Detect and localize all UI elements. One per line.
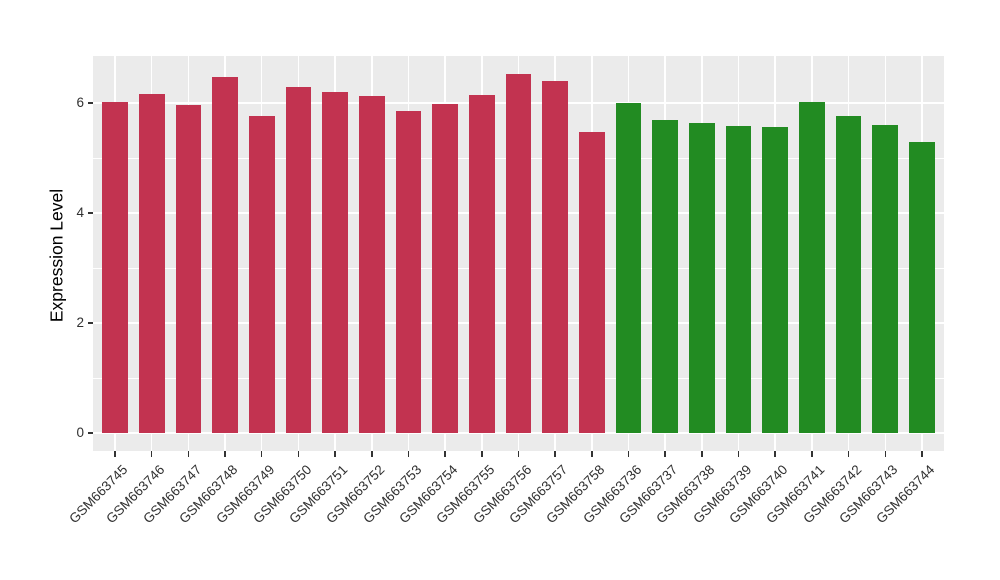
x-tick-mark <box>444 451 446 457</box>
x-tick-mark <box>627 451 630 457</box>
x-tick-mark <box>664 451 666 457</box>
bar <box>285 86 312 433</box>
x-tick-mark <box>884 451 887 457</box>
bar <box>432 103 458 433</box>
x-tick-mark <box>774 451 776 457</box>
x-tick-mark <box>187 451 190 457</box>
bar <box>175 104 202 433</box>
y-tick-label: 2 <box>76 315 84 330</box>
x-tick-mark <box>517 451 520 457</box>
x-tick-mark <box>811 451 813 457</box>
x-tick-mark <box>407 451 410 457</box>
bar <box>762 126 789 433</box>
y-tick-label: 0 <box>76 425 84 440</box>
y-tick-mark <box>88 212 93 214</box>
bar <box>872 125 899 433</box>
y-tick-mark <box>88 322 93 324</box>
x-tick-mark <box>591 451 593 457</box>
bar <box>102 101 128 433</box>
bar <box>909 141 935 433</box>
x-tick-mark <box>334 451 336 457</box>
bar <box>395 110 422 433</box>
bar <box>358 95 385 433</box>
x-tick-mark <box>297 451 300 457</box>
bar <box>138 94 165 433</box>
y-tick-mark <box>88 432 93 434</box>
x-tick-mark <box>114 451 116 457</box>
bar <box>615 103 642 433</box>
plot-panel <box>93 56 944 451</box>
bar <box>689 122 715 433</box>
bar <box>578 131 605 433</box>
bar <box>542 81 568 433</box>
y-tick-label: 4 <box>76 205 84 220</box>
y-tick-label: 6 <box>76 95 84 110</box>
x-tick-mark <box>260 451 263 457</box>
bar <box>505 74 532 433</box>
bar <box>799 101 825 433</box>
y-axis-title: Expression Level <box>46 188 67 323</box>
x-tick-mark <box>554 451 556 457</box>
x-tick-mark <box>481 451 483 457</box>
bar <box>468 95 495 433</box>
x-tick-mark <box>701 451 703 457</box>
x-tick-mark <box>150 451 153 457</box>
bar <box>725 126 752 433</box>
bar <box>652 119 679 433</box>
bar <box>835 115 862 433</box>
x-tick-mark <box>371 451 373 457</box>
bar <box>248 116 275 433</box>
x-tick-mark <box>737 451 740 457</box>
x-tick-mark <box>921 451 923 457</box>
x-tick-mark <box>224 451 226 457</box>
y-tick-mark <box>88 102 93 104</box>
bar <box>212 76 238 433</box>
x-tick-mark <box>847 451 850 457</box>
bar <box>322 92 348 433</box>
